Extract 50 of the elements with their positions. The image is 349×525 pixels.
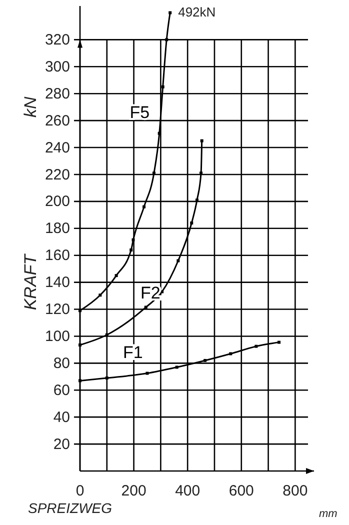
annotation: 492kN [178, 4, 216, 20]
point [176, 259, 180, 262]
point [130, 248, 133, 252]
point [254, 344, 258, 348]
y-tick-label: 80 [53, 354, 70, 372]
text: mm [319, 508, 338, 520]
point [142, 205, 146, 208]
point [190, 222, 194, 224]
y-tick-label: 160 [44, 247, 70, 264]
y-tick-label: 260 [44, 112, 70, 130]
point [144, 306, 148, 309]
point [132, 238, 135, 242]
y-tick-label: 300 [44, 58, 70, 76]
x-tick-label: 200 [121, 482, 146, 500]
point [78, 379, 82, 382]
y-tick-label: 20 [53, 436, 70, 453]
y-tick-label: 100 [44, 328, 70, 346]
y-tick-label: 120 [44, 301, 70, 318]
text: kN [21, 96, 40, 118]
point [146, 372, 149, 375]
point [278, 340, 281, 344]
point [168, 11, 172, 14]
y-tick-label: 200 [44, 193, 70, 210]
point [114, 274, 118, 278]
y-tick-label: 180 [44, 220, 70, 238]
x-tick-label: 800 [282, 482, 308, 500]
x-axis-title: SPREIZWEG [28, 500, 112, 516]
point [98, 294, 102, 297]
y-tick-label: 240 [44, 139, 70, 156]
y-tick-label: 40 [53, 408, 70, 426]
point [229, 352, 232, 356]
x-tick-label: 400 [175, 482, 200, 500]
point [105, 333, 108, 336]
point [204, 358, 207, 362]
y-tick-label: 280 [44, 85, 70, 102]
y-tick-label: 220 [44, 166, 70, 184]
point [158, 132, 161, 135]
series-label: F2 [140, 283, 160, 302]
point [161, 85, 164, 88]
point [200, 139, 204, 142]
y-axis-title: KRAFT [21, 252, 40, 310]
point [165, 38, 168, 42]
point [175, 366, 178, 369]
point [105, 376, 108, 380]
x-tick-label: 600 [228, 482, 254, 500]
y-tick-label: 60 [53, 382, 70, 399]
y-tick-label: 140 [44, 274, 70, 292]
point [78, 343, 82, 346]
y-tick-label: 320 [44, 31, 70, 48]
x-tick-label: 0 [76, 482, 84, 500]
